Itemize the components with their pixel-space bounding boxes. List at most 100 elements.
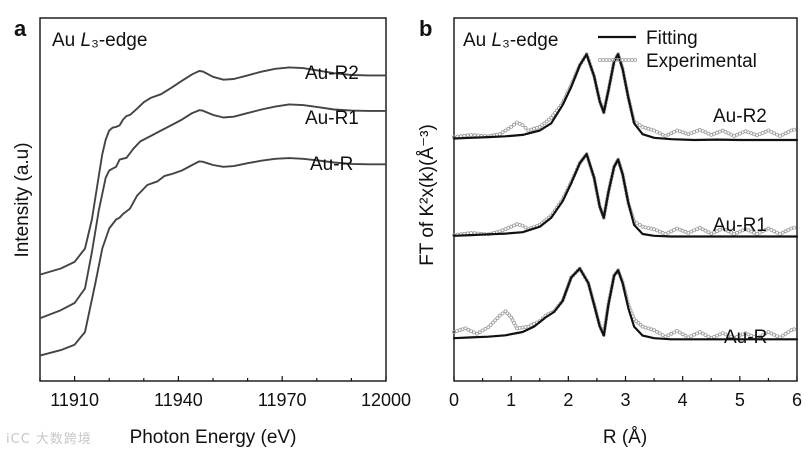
- experimental-point: [549, 115, 554, 120]
- experimental-point: [780, 230, 785, 235]
- experimental-point: [669, 331, 674, 336]
- experimental-point: [780, 333, 785, 338]
- legend-experimental-point: [630, 58, 634, 62]
- experimental-point: [537, 125, 542, 129]
- legend-experimental-point: [604, 58, 609, 62]
- experimental-point: [720, 226, 725, 231]
- panel-a-curve-au-r: [39, 157, 387, 357]
- experimental-point: [783, 229, 788, 234]
- experimental-point: [729, 132, 734, 137]
- experimental-point: [680, 332, 685, 337]
- experimental-point: [720, 128, 725, 133]
- experimental-point: [637, 222, 642, 227]
- experimental-point: [772, 131, 776, 136]
- experimental-point: [480, 328, 485, 333]
- legend-experimental-swatch: [598, 58, 638, 62]
- experimental-point: [523, 225, 528, 230]
- panel-b-fitting-au-r: [452, 267, 799, 341]
- experimental-point: [697, 330, 702, 334]
- experimental-point: [517, 121, 522, 126]
- experimental-point: [465, 133, 470, 138]
- experimental-point: [666, 333, 671, 338]
- experimental-point: [551, 113, 555, 118]
- legend-experimental-point: [633, 58, 638, 62]
- experimental-point: [786, 129, 791, 134]
- panel-a-x-ticks: 11910 11940 11970 12000: [39, 376, 411, 410]
- experimental-point: [655, 129, 659, 134]
- experimental-point: [660, 333, 665, 338]
- panel-a-curve-au-r2: [39, 66, 387, 276]
- experimental-point: [529, 323, 534, 328]
- panel-b-x-axis-label: R (Å): [603, 427, 647, 448]
- experimental-point: [490, 320, 495, 325]
- experimental-point: [466, 327, 471, 332]
- experimental-point: [792, 127, 796, 132]
- experimental-point: [772, 229, 776, 234]
- panel-a-x-axis-label: Photon Energy (eV): [130, 427, 297, 448]
- experimental-point: [513, 323, 518, 328]
- experimental-point: [760, 333, 765, 338]
- experimental-point: [483, 326, 488, 331]
- experimental-point: [469, 329, 474, 334]
- experimental-point: [706, 334, 711, 339]
- experimental-point: [523, 125, 528, 130]
- experimental-point: [786, 330, 791, 334]
- experimental-point: [700, 227, 705, 232]
- experimental-point: [544, 119, 549, 124]
- experimental-point: [547, 117, 551, 122]
- panel-b-label-au-r2: Au-R2: [713, 106, 767, 127]
- experimental-point: [717, 227, 722, 232]
- panel-a-letter: a: [14, 16, 27, 41]
- experimental-point: [652, 128, 656, 133]
- experimental-point: [706, 230, 711, 235]
- experimental-point: [669, 229, 674, 234]
- panel-a-label-au-r: Au-R: [310, 154, 353, 175]
- experimental-point: [700, 331, 705, 336]
- experimental-point: [635, 221, 639, 226]
- experimental-point: [505, 311, 510, 316]
- experimental-point: [723, 129, 728, 134]
- experimental-point: [520, 123, 525, 127]
- experimental-point: [703, 228, 708, 233]
- experimental-point: [726, 333, 731, 338]
- experimental-point: [500, 130, 505, 135]
- experimental-point: [692, 228, 696, 233]
- panel-a-label-au-r2: Au-R2: [305, 63, 359, 84]
- panel-b-x-tick-label: 5: [735, 390, 745, 410]
- experimental-point: [634, 319, 639, 324]
- experimental-point: [675, 328, 679, 333]
- experimental-point: [792, 327, 796, 332]
- experimental-point: [775, 230, 779, 235]
- experimental-point: [472, 330, 476, 335]
- experimental-point: [462, 133, 467, 138]
- experimental-point: [697, 225, 702, 230]
- panel-a-xanes: a 11910 11940 11970 12000 Au L₃-edge Photon…: [12, 16, 411, 448]
- panel-b-x-tick-label: 4: [678, 390, 688, 410]
- experimental-point: [512, 320, 516, 325]
- legend-fitting-label: Fitting: [646, 28, 698, 49]
- experimental-point: [503, 309, 508, 314]
- experimental-point: [766, 128, 771, 133]
- experimental-point: [683, 333, 688, 338]
- experimental-point: [463, 326, 468, 331]
- experimental-point: [512, 122, 516, 127]
- panel-b-label-au-r: Au-R: [724, 327, 767, 348]
- experimental-point: [469, 230, 474, 235]
- panel-a-curve-au-r1: [39, 103, 387, 320]
- experimental-point: [717, 332, 722, 337]
- panel-b-x-tick-label: 1: [506, 390, 516, 410]
- experimental-point: [542, 121, 547, 126]
- experimental-point: [660, 132, 665, 137]
- experimental-point: [657, 131, 662, 136]
- experimental-point: [486, 325, 491, 330]
- experimental-point: [783, 331, 788, 336]
- panel-b-x-tick-label: 0: [449, 390, 459, 410]
- experimental-point: [712, 230, 716, 235]
- experimental-point: [697, 127, 702, 132]
- experimental-point: [780, 132, 785, 137]
- experimental-point: [677, 330, 682, 335]
- experimental-point: [637, 123, 642, 127]
- panel-b-x-tick-label: 2: [563, 390, 573, 410]
- panel-a-series-labels: Au-R2 Au-R1 Au-R: [305, 63, 359, 175]
- legend-experimental-label: Experimental: [646, 51, 757, 72]
